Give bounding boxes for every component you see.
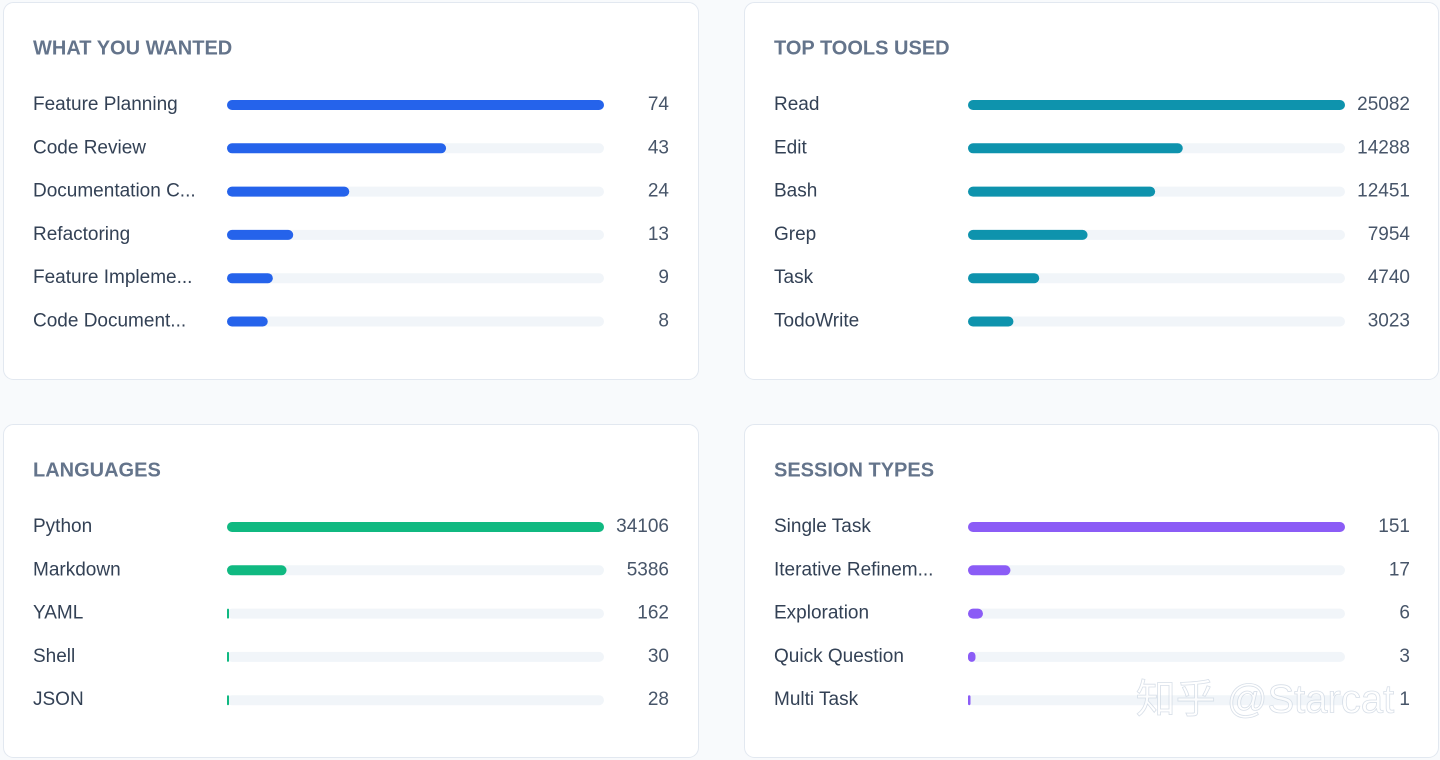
bar <box>227 651 229 662</box>
bar-track <box>227 565 604 576</box>
bar-track <box>227 651 604 662</box>
value-label: 7954 <box>1368 224 1411 245</box>
card-title: TOP TOOLS USED <box>774 37 950 59</box>
row-label: Read <box>774 94 819 115</box>
bar <box>968 651 976 662</box>
bar <box>227 143 447 154</box>
row-label: Single Task <box>774 516 871 537</box>
row-label: JSON <box>33 689 84 710</box>
bar <box>227 565 287 576</box>
bar <box>227 316 268 327</box>
value-label: 3023 <box>1368 311 1410 332</box>
bar <box>968 316 1014 327</box>
value-label: 1 <box>1399 689 1410 710</box>
row-label: Markdown <box>33 559 121 580</box>
row-label: Grep <box>774 224 816 245</box>
bar-track <box>227 695 604 706</box>
value-label: 3 <box>1399 646 1410 667</box>
card-title: SESSION TYPES <box>774 459 934 481</box>
bar-track <box>968 651 1345 662</box>
bar-track <box>968 695 1345 706</box>
bar <box>227 186 350 197</box>
bar-track <box>968 565 1345 576</box>
row-label: Multi Task <box>774 689 859 710</box>
bar <box>227 229 294 240</box>
bar-track <box>968 608 1345 619</box>
row-label: Shell <box>33 646 75 667</box>
bar <box>968 186 1156 197</box>
bar <box>968 143 1183 154</box>
row-label: Edit <box>774 137 807 158</box>
bar-track <box>227 273 604 284</box>
value-label: 43 <box>648 137 669 158</box>
row-label: Bash <box>774 181 817 202</box>
bar-track <box>968 316 1345 327</box>
bar <box>968 522 1345 532</box>
row-label: Feature Planning <box>33 94 178 115</box>
value-label: 13 <box>648 224 669 245</box>
value-label: 14288 <box>1357 137 1410 158</box>
value-label: 12451 <box>1357 181 1410 202</box>
card <box>744 424 1439 758</box>
value-label: 28 <box>648 689 669 710</box>
card-title: WHAT YOU WANTED <box>33 37 232 59</box>
bar-track <box>227 229 604 240</box>
value-label: 9 <box>658 267 669 288</box>
bar <box>968 608 983 619</box>
bar <box>227 608 229 619</box>
value-label: 151 <box>1378 516 1410 537</box>
row-label: Task <box>774 267 814 288</box>
bar <box>968 695 971 706</box>
bar <box>227 695 229 706</box>
value-label: 5386 <box>627 559 669 580</box>
row-label: Feature Impleme... <box>33 267 192 288</box>
value-label: 34106 <box>616 516 669 537</box>
watermark: 知乎 @Starcat <box>1136 678 1394 722</box>
bar-track <box>968 273 1345 284</box>
value-label: 30 <box>648 646 669 667</box>
bar-track <box>227 316 604 327</box>
card-title: LANGUAGES <box>33 459 161 481</box>
value-label: 162 <box>637 603 669 624</box>
bar <box>968 100 1345 110</box>
row-label: YAML <box>33 603 83 624</box>
bar <box>968 273 1040 284</box>
row-label: Python <box>33 516 92 537</box>
value-label: 4740 <box>1368 267 1410 288</box>
card <box>3 424 699 758</box>
bar <box>227 522 604 532</box>
row-label: Exploration <box>774 603 869 624</box>
value-label: 25082 <box>1357 94 1410 115</box>
value-label: 17 <box>1389 559 1410 580</box>
row-label: Refactoring <box>33 224 130 245</box>
row-label: Code Review <box>33 137 146 158</box>
row-label: Quick Question <box>774 646 904 667</box>
bar <box>968 565 1011 576</box>
value-label: 24 <box>648 181 670 202</box>
bar <box>968 229 1088 240</box>
row-label: TodoWrite <box>774 311 859 332</box>
value-label: 6 <box>1399 603 1410 624</box>
bar <box>227 273 273 284</box>
row-label: Documentation C... <box>33 181 196 202</box>
bar <box>227 100 604 110</box>
value-label: 8 <box>658 311 669 332</box>
row-label: Code Document... <box>33 311 186 332</box>
value-label: 74 <box>648 94 670 115</box>
row-label: Iterative Refinem... <box>774 559 933 580</box>
bar-track <box>227 608 604 619</box>
